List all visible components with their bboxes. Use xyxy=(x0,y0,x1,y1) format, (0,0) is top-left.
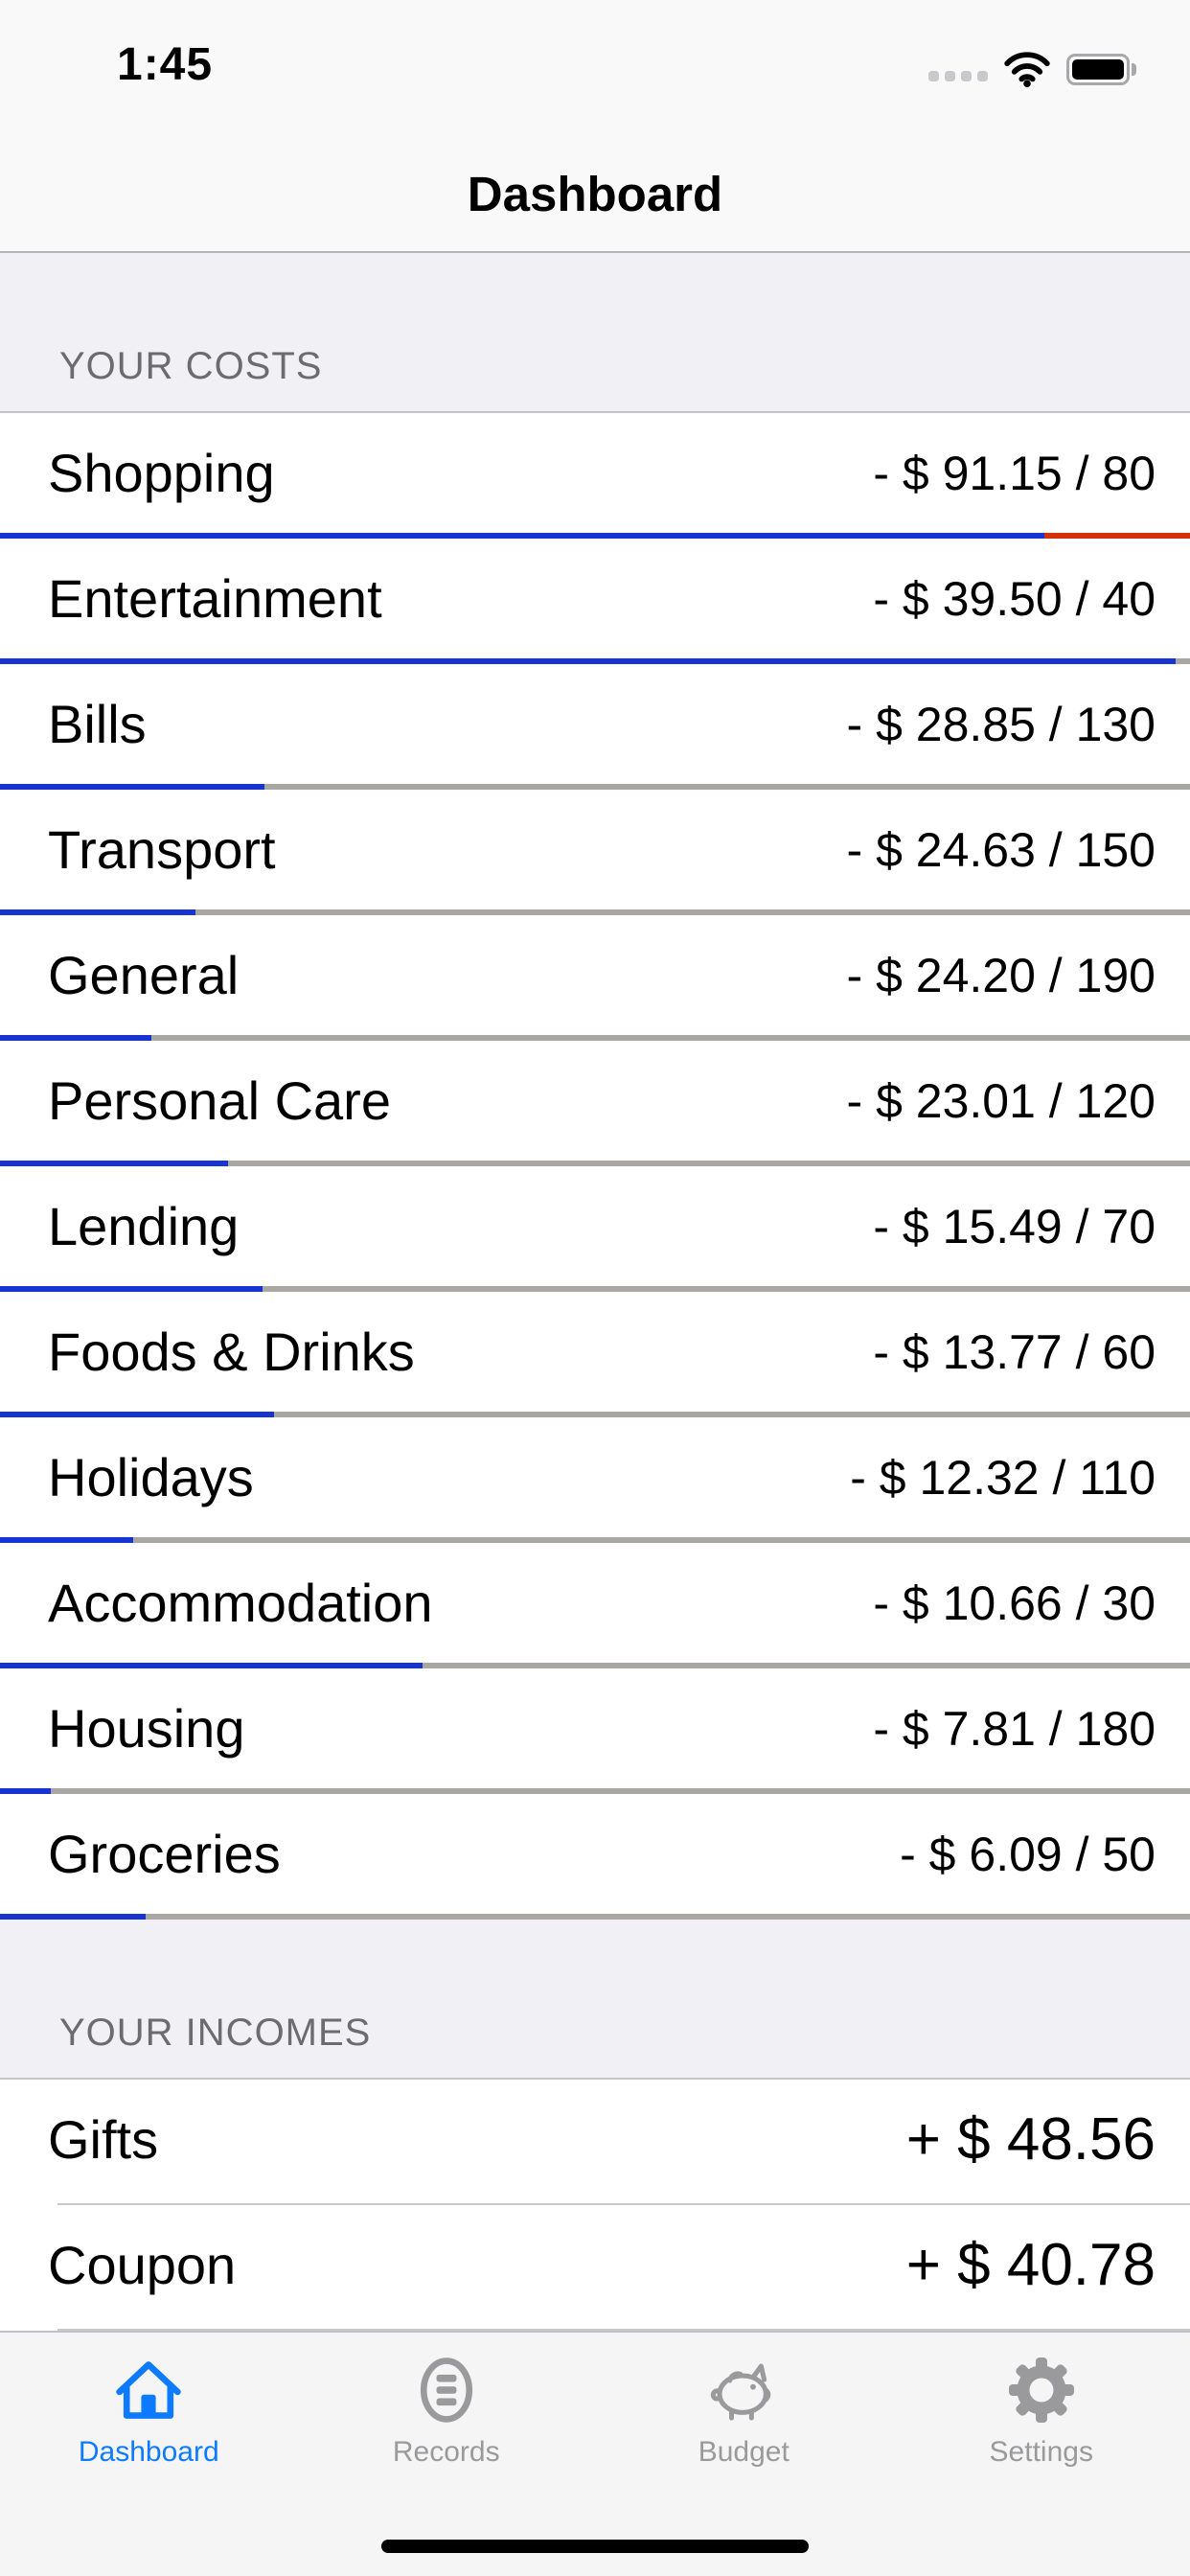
tab-label: Budget xyxy=(698,2436,790,2468)
cost-amount: - $ 28.85 / 130 xyxy=(846,697,1156,751)
budget-progress-bar xyxy=(0,1412,1190,1417)
header: 1:45 Dashboard xyxy=(0,0,1190,253)
cost-row[interactable]: Accommodation - $ 10.66 / 30 xyxy=(0,1543,1190,1668)
cost-amount: - $ 24.20 / 190 xyxy=(846,948,1156,1002)
cost-amount: - $ 12.32 / 110 xyxy=(850,1450,1156,1505)
cost-amount: - $ 15.49 / 70 xyxy=(873,1199,1156,1254)
cost-category-label: Accommodation xyxy=(48,1573,433,1633)
cost-row[interactable]: Personal Care - $ 23.01 / 120 xyxy=(0,1041,1190,1166)
cost-category-label: Holidays xyxy=(48,1447,254,1507)
cost-amount: - $ 10.66 / 30 xyxy=(873,1576,1156,1630)
budget-progress-bar xyxy=(0,658,1190,664)
status-icons xyxy=(928,38,1136,100)
row-separator xyxy=(57,2203,1190,2205)
budget-progress-bar xyxy=(0,784,1190,790)
cost-row[interactable]: Housing - $ 7.81 / 180 xyxy=(0,1668,1190,1794)
budget-progress-bar xyxy=(0,1537,1190,1543)
cost-row[interactable]: Bills - $ 28.85 / 130 xyxy=(0,664,1190,790)
records-list-icon xyxy=(408,2352,485,2428)
budget-progress-bar xyxy=(0,1663,1190,1668)
cost-amount: - $ 91.15 / 80 xyxy=(873,446,1156,500)
tab-settings[interactable]: Settings xyxy=(893,2333,1190,2576)
piggy-bank-icon xyxy=(705,2352,782,2428)
tab-label: Records xyxy=(392,2436,500,2468)
cost-category-label: Personal Care xyxy=(48,1070,391,1131)
cost-row[interactable]: Transport - $ 24.63 / 150 xyxy=(0,790,1190,915)
status-time: 1:45 xyxy=(117,39,214,90)
cost-category-label: Shopping xyxy=(48,443,275,503)
tab-bar: Dashboard Records xyxy=(0,2331,1190,2576)
cost-category-label: Bills xyxy=(48,694,147,754)
cost-amount: - $ 39.50 / 40 xyxy=(873,571,1156,626)
incomes-section-header: YOUR INCOMES xyxy=(0,1920,1190,2080)
tab-label: Dashboard xyxy=(78,2436,219,2468)
income-amount: + $ 40.78 xyxy=(905,2232,1156,2298)
cellular-signal-icon xyxy=(928,70,988,81)
cost-amount: - $ 13.77 / 60 xyxy=(873,1324,1156,1379)
wifi-icon xyxy=(1004,52,1050,87)
income-amount: + $ 48.56 xyxy=(905,2106,1156,2173)
home-indicator[interactable] xyxy=(381,2540,809,2553)
budget-progress-bar xyxy=(0,533,1190,539)
budget-progress-bar xyxy=(0,1788,1190,1794)
cost-category-label: Housing xyxy=(48,1698,245,1759)
income-category-label: Coupon xyxy=(48,2235,237,2295)
cost-category-label: Entertainment xyxy=(48,568,382,629)
budget-progress-bar xyxy=(0,1286,1190,1292)
costs-list: Shopping - $ 91.15 / 80 Entertainment - … xyxy=(0,413,1190,1920)
cost-row[interactable]: General - $ 24.20 / 190 xyxy=(0,915,1190,1041)
cost-row[interactable]: Holidays - $ 12.32 / 110 xyxy=(0,1417,1190,1543)
gear-icon xyxy=(1003,2352,1080,2428)
cost-category-label: Lending xyxy=(48,1196,240,1256)
dashboard-list: YOUR COSTS Shopping - $ 91.15 / 80 Enter… xyxy=(0,253,1190,2331)
cost-row[interactable]: Groceries - $ 6.09 / 50 xyxy=(0,1794,1190,1920)
page-title: Dashboard xyxy=(467,167,723,221)
costs-section-label: YOUR COSTS xyxy=(59,345,323,387)
tab-budget[interactable]: Budget xyxy=(595,2333,893,2576)
incomes-section-label: YOUR INCOMES xyxy=(59,2012,372,2054)
cost-row[interactable]: Shopping - $ 91.15 / 80 xyxy=(0,413,1190,539)
income-row[interactable]: Coupon + $ 40.78 xyxy=(0,2205,1190,2331)
cost-category-label: Foods & Drinks xyxy=(48,1322,415,1382)
cost-row[interactable]: Entertainment - $ 39.50 / 40 xyxy=(0,539,1190,664)
cost-amount: - $ 24.63 / 150 xyxy=(846,822,1156,877)
tab-records[interactable]: Records xyxy=(298,2333,596,2576)
cost-category-label: General xyxy=(48,945,240,1005)
cost-amount: - $ 7.81 / 180 xyxy=(873,1701,1156,1756)
tab-label: Settings xyxy=(989,2436,1093,2468)
cost-category-label: Transport xyxy=(48,819,276,880)
budget-progress-bar xyxy=(0,1161,1190,1166)
income-row[interactable]: Gifts + $ 48.56 xyxy=(0,2080,1190,2205)
cost-amount: - $ 6.09 / 50 xyxy=(900,1827,1156,1881)
costs-section-header: YOUR COSTS xyxy=(0,253,1190,413)
tab-dashboard[interactable]: Dashboard xyxy=(0,2333,298,2576)
budget-progress-bar xyxy=(0,1035,1190,1041)
cost-row[interactable]: Foods & Drinks - $ 13.77 / 60 xyxy=(0,1292,1190,1417)
home-icon xyxy=(110,2352,187,2428)
cost-amount: - $ 23.01 / 120 xyxy=(846,1073,1156,1128)
cost-category-label: Groceries xyxy=(48,1824,281,1884)
cost-row[interactable]: Lending - $ 15.49 / 70 xyxy=(0,1166,1190,1292)
battery-icon xyxy=(1066,53,1136,85)
income-category-label: Gifts xyxy=(48,2109,159,2170)
row-separator xyxy=(57,2329,1190,2331)
budget-progress-bar xyxy=(0,1914,1190,1920)
budget-progress-bar xyxy=(0,909,1190,915)
incomes-list: Gifts + $ 48.56 Coupon + $ 40.78 xyxy=(0,2080,1190,2331)
